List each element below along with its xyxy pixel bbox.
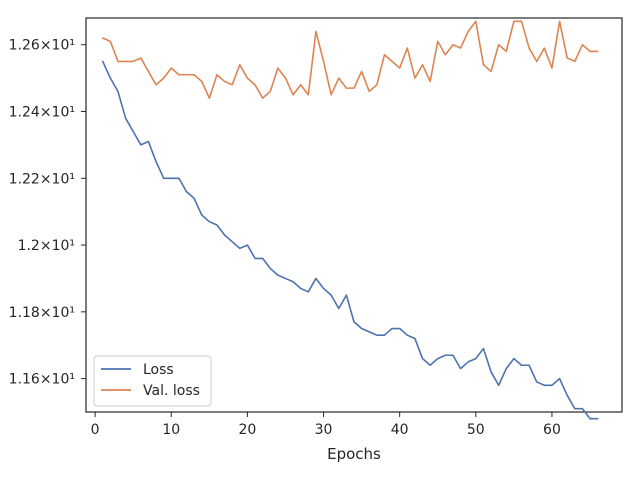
y-tick-label: 1.16×10¹ [9,372,75,388]
legend-label-loss: Loss [143,362,174,378]
x-tick-label: 30 [315,422,333,438]
y-tick-label: 1.24×10¹ [9,104,75,120]
x-tick-label: 40 [391,422,409,438]
y-axis-ticks: 1.16×10¹ 1.18×10¹ 1.2×10¹ 1.22×10¹ 1.24×10¹ 1… [9,38,86,388]
y-tick-label: 1.18×10¹ [9,305,75,321]
series-layer [101,20,599,420]
x-tick-label: 50 [467,422,485,438]
series-line-val-loss [101,20,599,99]
y-tick-label: 1.22×10¹ [9,171,75,187]
x-tick-label: 20 [238,422,256,438]
legend-label-val-loss: Val. loss [143,383,200,399]
x-axis-label: Epochs [327,445,381,463]
x-axis-ticks: 0 10 20 30 40 50 60 [91,412,561,438]
x-tick-label: 10 [162,422,180,438]
x-tick-label: 0 [91,422,100,438]
y-tick-label: 1.2×10¹ [18,238,75,254]
x-tick-label: 60 [543,422,561,438]
legend: Loss Val. loss [93,355,212,407]
plot-area-frame [85,17,623,413]
y-tick-label: 1.26×10¹ [9,38,75,54]
series-line-loss [101,60,599,420]
